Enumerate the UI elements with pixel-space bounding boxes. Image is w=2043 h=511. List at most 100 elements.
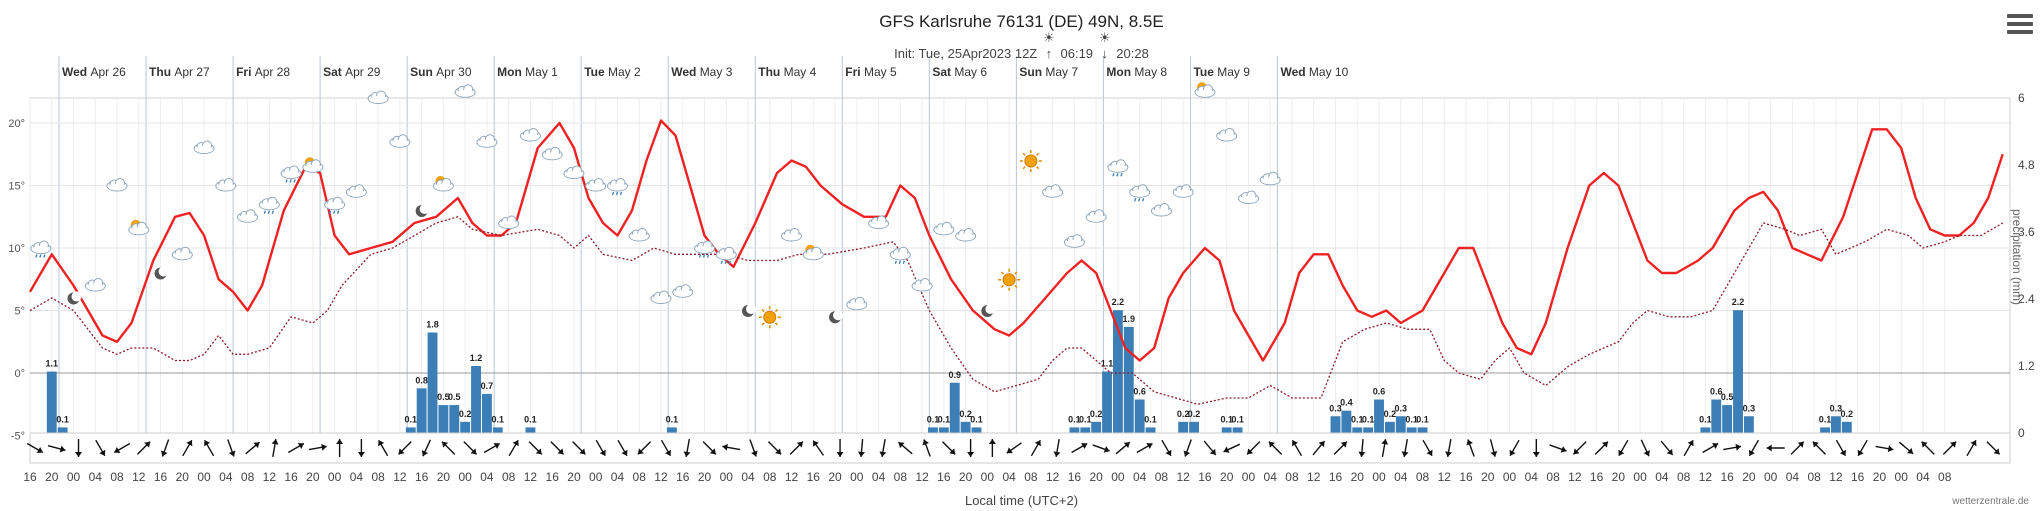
- y-left-tick-label: 0°: [14, 368, 25, 380]
- chart-menu-button[interactable]: [2007, 14, 2033, 36]
- wind-arrow-icon: [227, 439, 236, 457]
- precip-label: 0.4: [1340, 398, 1353, 408]
- precip-bar: [1830, 416, 1841, 433]
- x-tick-label: 12: [1568, 470, 1582, 484]
- precip-label: 0.2: [1090, 409, 1103, 419]
- x-tick-label: 12: [524, 470, 538, 484]
- precip-label: 1.1: [46, 359, 59, 369]
- x-tick-label: 16: [1068, 470, 1082, 484]
- y-axis-right-label: precipitation (mm): [2009, 208, 2024, 306]
- cloud-icon: [1237, 190, 1259, 204]
- precip-label: 0.1: [56, 414, 69, 424]
- wind-arrow-icon: [879, 439, 887, 457]
- y-left-tick-label: 15°: [8, 181, 25, 193]
- x-tick-label: 08: [1546, 470, 1560, 484]
- x-tick-label: 04: [1264, 470, 1278, 484]
- wind-arrow-icon: [617, 439, 628, 457]
- chart-title: GFS Karlsruhe 76131 (DE) 49N, 8.5E: [879, 12, 1164, 31]
- precip-label: 0.6: [1373, 387, 1386, 397]
- cloud-icon: [955, 228, 977, 242]
- precip-bar: [1221, 427, 1232, 433]
- wind-arrow-icon: [1790, 441, 1805, 455]
- x-tick-label: 04: [872, 470, 886, 484]
- y-right-tick-label: 1.2: [2018, 359, 2035, 373]
- x-tick-label: 08: [110, 470, 124, 484]
- precip-label: 0.1: [938, 414, 951, 424]
- day-label: Tue May 2: [584, 65, 641, 79]
- wind-arrow-icon: [988, 439, 996, 457]
- x-tick-label: 04: [1786, 470, 1800, 484]
- wind-arrow-icon: [26, 442, 44, 454]
- precip-label: 0.3: [1395, 403, 1408, 413]
- x-tick-label: 08: [894, 470, 908, 484]
- precip-bar: [1395, 416, 1406, 433]
- precip-label: 0.1: [1144, 414, 1157, 424]
- precip-bar: [1330, 416, 1341, 433]
- y-right-tick-label: 6: [2018, 91, 2025, 105]
- x-tick-label: 20: [1351, 470, 1365, 484]
- sun-cloud-icon: [432, 176, 454, 192]
- plot-area: [29, 97, 2011, 434]
- cloud-icon: [367, 90, 389, 104]
- wind-arrow-icon: [1875, 445, 1894, 453]
- wind-arrow-icon: [1445, 439, 1453, 457]
- precip-label: 0.1: [1351, 414, 1364, 424]
- wind-arrow-icon: [812, 440, 825, 456]
- wind-arrow-icon: [47, 444, 66, 453]
- precip-label: 0.1: [927, 414, 940, 424]
- wind-arrow-icon: [683, 439, 691, 457]
- wind-arrow-icon: [1723, 443, 1742, 451]
- wind-arrow-icon: [95, 439, 106, 457]
- x-tick-label: 12: [1699, 470, 1713, 484]
- wind-arrow-icon: [1660, 440, 1674, 456]
- x-tick-label: 20: [1612, 470, 1626, 484]
- x-tick-label: 08: [633, 470, 647, 484]
- cloud-rain-icon: [715, 246, 737, 264]
- y-left-tick-label: 10°: [8, 243, 25, 255]
- x-tick-label: 00: [1111, 470, 1125, 484]
- x-tick-label: 08: [502, 470, 516, 484]
- wind-arrow-icon: [749, 439, 758, 457]
- moon-icon: [742, 304, 757, 317]
- wind-arrow-icon: [1422, 439, 1433, 457]
- hamburger-icon-bar: [2007, 22, 2033, 26]
- precip-bar: [1080, 427, 1091, 433]
- x-tick-label: 20: [1220, 470, 1234, 484]
- x-tick-label: 00: [981, 470, 995, 484]
- precip-label: 0.2: [1384, 409, 1397, 419]
- precip-bar: [1406, 427, 1417, 433]
- wind-arrow-icon: [1071, 442, 1088, 454]
- x-tick-label: 12: [1046, 470, 1060, 484]
- cloud-icon: [672, 284, 694, 298]
- credit-link[interactable]: wetterzentrale.de: [1952, 496, 2029, 507]
- wind-arrow-icon: [1702, 442, 1719, 454]
- wind-arrow-icon: [421, 439, 432, 457]
- x-tick-label: 16: [415, 470, 429, 484]
- sun-cloud-icon: [1194, 82, 1216, 98]
- precip-label: 0.1: [970, 414, 983, 424]
- x-tick-label: 00: [850, 470, 864, 484]
- x-tick-label: 08: [1938, 470, 1952, 484]
- wind-arrow-icon: [922, 439, 931, 457]
- precip-label: 0.6: [1133, 387, 1146, 397]
- x-tick-label: 20: [1742, 470, 1756, 484]
- wind-arrow-icon: [271, 439, 279, 457]
- cloud-icon: [193, 140, 215, 154]
- cloud-icon: [454, 84, 476, 98]
- precip-label: 0.5: [437, 392, 450, 402]
- wind-arrow-icon: [1835, 439, 1847, 457]
- wind-arrow-icon: [1921, 441, 1935, 455]
- sun-cloud-icon: [802, 244, 824, 261]
- day-label: Fri May 5: [845, 65, 897, 79]
- x-tick-label: 04: [1916, 470, 1930, 484]
- wind-arrow-icon: [1509, 439, 1520, 457]
- cloud-icon: [1042, 184, 1064, 198]
- cloud-icon: [215, 178, 237, 192]
- wind-arrow-icon: [941, 441, 956, 455]
- wind-arrow-icon: [1748, 439, 1760, 457]
- cloud-rain-icon: [258, 196, 280, 214]
- wind-arrow-icon: [528, 441, 543, 455]
- x-tick-label: 00: [328, 470, 342, 484]
- x-tick-label: 00: [1764, 470, 1778, 484]
- cloud-icon: [1085, 209, 1107, 223]
